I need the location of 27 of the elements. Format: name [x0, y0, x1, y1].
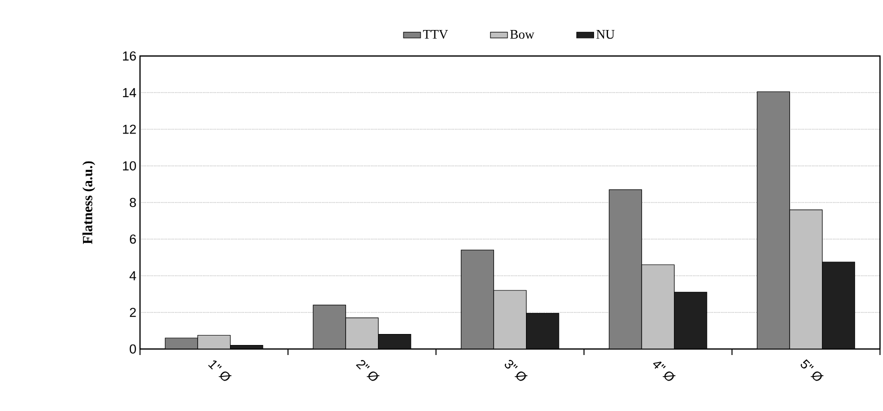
legend-label: NU	[596, 30, 615, 39]
y-tick-label: 16	[123, 51, 136, 61]
legend-label: Bow	[510, 30, 534, 39]
x-tick-label: 2" Ø	[356, 360, 380, 381]
y-tick-label: 10	[123, 161, 136, 170]
x-tick-label: 1" Ø	[208, 360, 232, 381]
x-tick-label: 4" Ø	[653, 362, 676, 381]
y-tick-label: 6	[130, 234, 136, 244]
y-axis-title: Flatness (a.u.)	[82, 161, 96, 244]
bar	[822, 262, 856, 349]
y-tick-label: 4	[130, 271, 136, 280]
y-tick-label: 12	[123, 124, 136, 134]
x-tick-label: 5" Ø	[800, 359, 824, 381]
y-tick-label: 2	[130, 308, 136, 317]
bar	[642, 264, 674, 349]
y-tick-label: 0	[130, 344, 136, 354]
bar	[345, 318, 379, 349]
bar	[198, 335, 230, 349]
bar	[493, 290, 527, 349]
bar	[789, 210, 823, 349]
bar	[674, 292, 707, 349]
legend-label: TTV	[423, 30, 448, 39]
y-tick-label: 14	[123, 88, 136, 98]
x-tick-label: 3" Ø	[504, 360, 528, 381]
y-tick-label: 8	[130, 198, 136, 208]
bar	[378, 334, 412, 349]
bar	[526, 312, 560, 349]
